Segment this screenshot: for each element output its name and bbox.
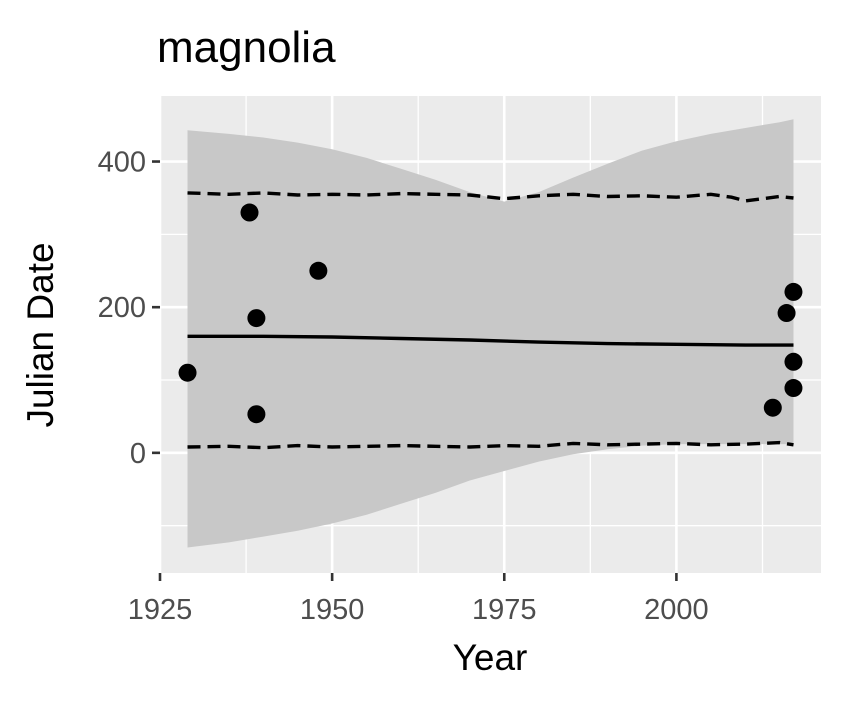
- x-tick-label: 1950: [300, 594, 365, 626]
- x-tick-label: 1975: [472, 594, 537, 626]
- data-point: [309, 261, 328, 280]
- y-tick-label: 400: [98, 147, 146, 179]
- data-point: [784, 282, 803, 301]
- y-tick-label: 0: [130, 438, 146, 470]
- confidence-ribbon: [187, 119, 794, 548]
- chart-title: magnolia: [157, 23, 336, 72]
- data-point: [784, 379, 803, 398]
- data-point: [247, 309, 266, 328]
- data-points: [178, 203, 803, 424]
- y-axis-title: Julian Date: [20, 242, 61, 427]
- x-axis: 1925 1950 1975 2000: [128, 573, 709, 626]
- data-point: [784, 352, 803, 371]
- y-tick-label: 200: [98, 292, 146, 324]
- fit-line: [187, 334, 794, 347]
- data-point: [777, 304, 796, 323]
- data-point: [178, 363, 197, 382]
- x-tick-label: 2000: [644, 594, 709, 626]
- x-axis-title: Year: [453, 637, 528, 678]
- x-tick-label: 1925: [128, 594, 193, 626]
- lower-interval-line: [187, 440, 794, 450]
- y-axis: 0 200 400: [98, 147, 160, 470]
- upper-interval-line: [187, 191, 794, 203]
- data-point: [240, 203, 259, 222]
- data-point: [763, 398, 782, 417]
- data-point: [247, 405, 266, 424]
